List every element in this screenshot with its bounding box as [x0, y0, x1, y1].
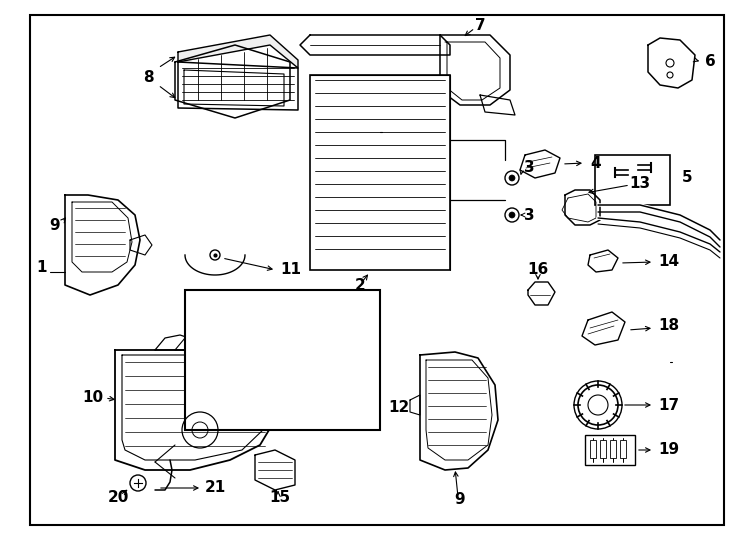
Text: 19: 19 — [658, 442, 679, 457]
Bar — [595, 155, 670, 205]
Polygon shape — [130, 235, 152, 255]
Text: 18: 18 — [658, 318, 679, 333]
Polygon shape — [440, 35, 510, 105]
Polygon shape — [520, 150, 560, 178]
Polygon shape — [410, 395, 420, 415]
Polygon shape — [582, 312, 625, 345]
Text: 15: 15 — [269, 490, 291, 505]
Text: 16: 16 — [527, 262, 548, 278]
Circle shape — [509, 175, 515, 181]
Polygon shape — [175, 335, 215, 350]
Polygon shape — [588, 250, 618, 272]
Text: 4: 4 — [590, 156, 600, 171]
Text: 8: 8 — [142, 71, 153, 85]
Bar — [185, 290, 380, 430]
Text: 10: 10 — [82, 390, 103, 406]
Bar — [600, 440, 606, 458]
Polygon shape — [175, 45, 290, 118]
Text: 17: 17 — [658, 397, 679, 413]
Text: 14: 14 — [658, 254, 679, 269]
Polygon shape — [480, 95, 515, 115]
Text: 5: 5 — [682, 171, 693, 186]
Text: 11: 11 — [280, 262, 301, 278]
Text: 12: 12 — [388, 401, 410, 415]
Text: 13: 13 — [630, 176, 650, 191]
Polygon shape — [115, 350, 275, 470]
Bar — [610, 440, 616, 458]
Polygon shape — [155, 335, 195, 350]
Text: 3: 3 — [524, 160, 534, 176]
Polygon shape — [255, 450, 295, 490]
Bar — [310, 75, 450, 270]
Text: 7: 7 — [475, 17, 485, 32]
Text: 9: 9 — [50, 218, 60, 233]
Text: 1: 1 — [37, 260, 47, 275]
Text: 2: 2 — [355, 278, 366, 293]
Polygon shape — [565, 190, 600, 225]
Bar — [620, 440, 626, 458]
Polygon shape — [195, 310, 248, 375]
Text: 21: 21 — [205, 481, 226, 496]
Polygon shape — [178, 35, 298, 68]
Polygon shape — [65, 195, 140, 295]
Bar — [585, 435, 635, 465]
Polygon shape — [648, 38, 695, 88]
Circle shape — [509, 212, 515, 218]
Bar — [590, 440, 596, 458]
Text: 20: 20 — [107, 490, 128, 505]
Polygon shape — [528, 282, 555, 305]
Text: 6: 6 — [705, 55, 716, 70]
Polygon shape — [420, 352, 498, 470]
Text: 3: 3 — [524, 207, 534, 222]
Polygon shape — [300, 35, 450, 55]
Text: 9: 9 — [454, 492, 465, 508]
Polygon shape — [178, 62, 298, 110]
